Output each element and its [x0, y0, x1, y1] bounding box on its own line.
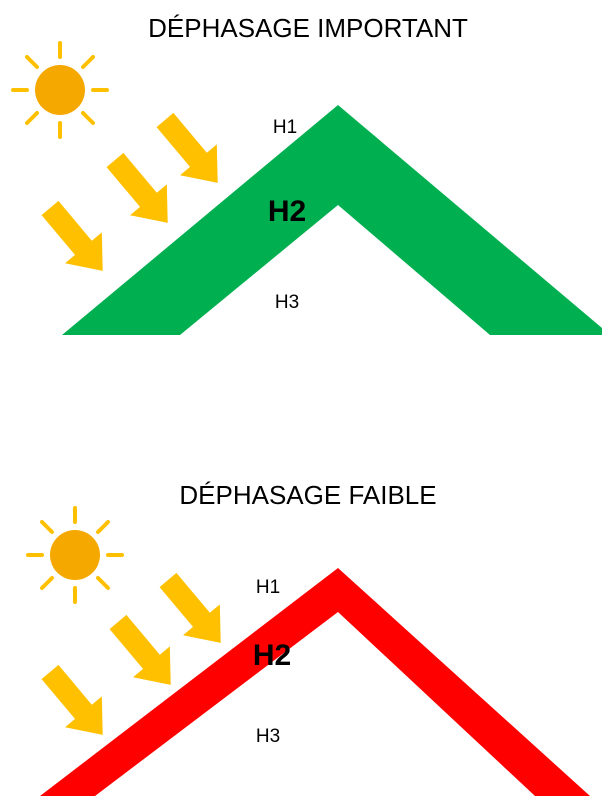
layer-label: H2	[253, 639, 291, 672]
sun-ray-arrow	[146, 104, 237, 199]
panel-title: DÉPHASAGE FAIBLE	[179, 480, 436, 510]
roof-thin	[40, 568, 590, 796]
sun-ray-arrow	[31, 192, 122, 287]
layer-label: H3	[256, 726, 280, 747]
sun-ray-arrow	[99, 606, 190, 701]
layer-label: H3	[275, 292, 299, 313]
layer-label: H2	[268, 195, 306, 228]
sun-icon	[26, 506, 124, 604]
roof-thick	[62, 105, 602, 335]
sun-ray-arrow	[149, 564, 240, 659]
sun-ray-arrow	[31, 656, 122, 751]
layer-label: H1	[273, 117, 297, 138]
panel-title: DÉPHASAGE IMPORTANT	[148, 13, 468, 43]
sun-ray-arrow	[96, 144, 187, 239]
layer-label: H1	[256, 577, 280, 598]
sun-icon	[11, 41, 109, 139]
